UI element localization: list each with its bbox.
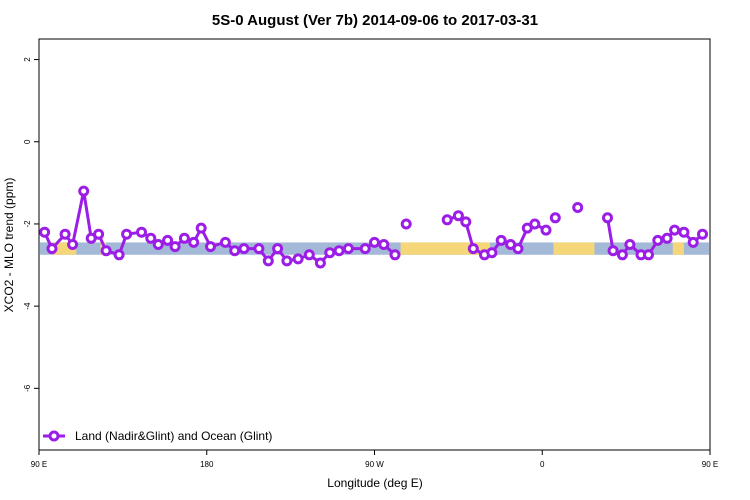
data-point [188, 236, 200, 248]
x-axis-label: Longitude (deg E) [327, 476, 422, 490]
series-points [39, 185, 708, 269]
data-point [359, 243, 371, 255]
y-tick-label: -2 [23, 220, 32, 228]
land-band-segment [553, 242, 595, 255]
data-point [540, 224, 552, 236]
data-point [121, 228, 133, 240]
data-point [262, 255, 274, 267]
land-band-segment [672, 242, 684, 255]
y-axis: 2 0 -2 -4 -6 [23, 57, 39, 392]
data-point [238, 243, 250, 255]
data-point [661, 232, 673, 244]
data-point [219, 236, 231, 248]
data-point [39, 226, 51, 238]
data-point [369, 236, 380, 248]
land-band-segment [400, 242, 491, 255]
data-point [643, 249, 654, 261]
data-point [452, 210, 464, 222]
y-tick-label: 0 [23, 139, 32, 144]
data-point [512, 243, 524, 255]
x-tick-label: 0 [540, 460, 545, 469]
data-point [59, 228, 71, 240]
y-tick-label: -6 [23, 384, 32, 392]
data-point [67, 239, 79, 250]
data-point [314, 257, 326, 269]
data-point [303, 249, 315, 261]
y-tick-label: -4 [23, 302, 32, 310]
data-point [145, 232, 157, 244]
data-point [697, 228, 708, 240]
data-point [460, 216, 472, 228]
data-point [205, 241, 216, 253]
data-point [602, 212, 613, 224]
legend: Land (Nadir&Glint) and Ocean (Glint) [43, 429, 272, 443]
data-point [669, 224, 681, 236]
data-point [229, 245, 241, 257]
legend-marker-swatch [48, 430, 60, 442]
data-point [678, 226, 690, 238]
data-point [467, 243, 479, 255]
data-point [486, 247, 498, 259]
data-point [400, 218, 412, 230]
data-point [78, 185, 90, 197]
data-point [441, 214, 453, 226]
data-point [46, 243, 58, 255]
data-point [272, 243, 284, 255]
data-point [152, 239, 164, 250]
data-point [607, 245, 619, 257]
data-point [162, 234, 174, 246]
data-point [253, 243, 265, 255]
data-point [93, 228, 105, 240]
data-point [195, 222, 207, 234]
data-point [342, 243, 354, 255]
x-tick-label: 90 W [365, 460, 384, 469]
data-point [572, 202, 584, 213]
data-point [324, 247, 336, 259]
x-axis: 90 E 180 90 W 0 90 E [31, 450, 718, 469]
y-tick-label: 2 [23, 57, 32, 62]
data-point [178, 232, 190, 244]
data-point [529, 218, 541, 230]
data-point [624, 239, 636, 250]
x-tick-label: 90 E [702, 460, 718, 469]
legend-series-label: Land (Nadir&Glint) and Ocean (Glint) [75, 429, 272, 443]
y-axis-label: XCO2 - MLO trend (ppm) [2, 178, 16, 313]
data-point [136, 226, 147, 238]
data-point [389, 249, 401, 261]
data-point [549, 212, 561, 224]
data-point [495, 234, 507, 246]
data-point [652, 234, 664, 246]
x-tick-label: 180 [200, 460, 214, 469]
data-point [281, 255, 293, 267]
data-point [113, 249, 125, 261]
chart-title: 5S-0 August (Ver 7b) 2014-09-06 to 2017-… [212, 12, 538, 29]
data-point [616, 249, 628, 261]
data-point [169, 241, 181, 253]
x-tick-label: 90 E [31, 460, 47, 469]
data-point [333, 245, 345, 257]
data-point [378, 239, 390, 250]
data-point [687, 236, 699, 248]
data-point [292, 253, 304, 265]
data-point [100, 245, 112, 257]
